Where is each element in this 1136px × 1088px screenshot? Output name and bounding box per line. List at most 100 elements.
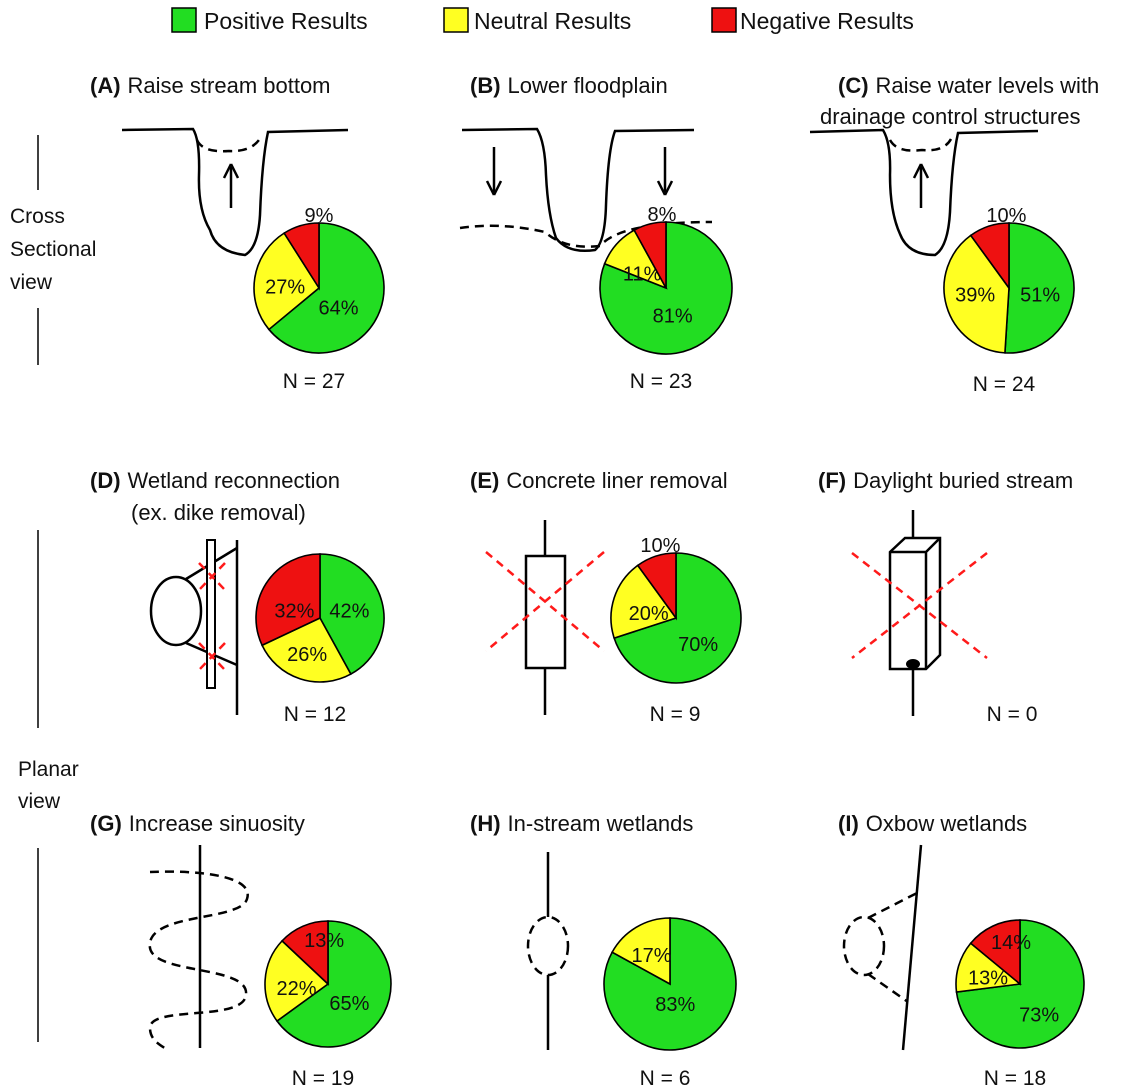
pie-slice-label: 26%	[287, 644, 327, 666]
pie-slice-negative-results	[280, 920, 329, 986]
removal-x-icon	[198, 642, 226, 671]
pie-chart-I: 73% 13% 14% N = 18	[955, 919, 1085, 1088]
pie-slice-label: 11%	[623, 264, 662, 286]
pie-chart-B: 81% 11% 8% N = 23	[599, 204, 733, 393]
wetland-ellipse	[149, 575, 203, 647]
legend: Positive Results Neutral Results Negativ…	[171, 7, 914, 34]
side-label-cross-sectional: Cross Sectional view	[10, 135, 96, 365]
stream-line	[901, 844, 923, 1051]
pie-slice-negative-results	[969, 919, 1021, 986]
side-label-cross-line1: Cross	[10, 205, 65, 228]
diagram-raise-stream-bottom	[121, 127, 349, 257]
legend-swatch-negative	[711, 7, 737, 33]
diagram-wetland-reconnection	[149, 539, 239, 715]
panel-title-H: (H) In-stream wetlands	[470, 811, 693, 836]
pie-chart-F: N = 0	[987, 703, 1038, 726]
diagram-daylight-buried-stream	[851, 510, 988, 716]
panel-letter: (B)	[470, 73, 501, 98]
channel-profile	[121, 127, 349, 257]
pie-slice-negative-results	[283, 222, 320, 291]
diagram-lower-floodplain	[459, 127, 713, 252]
panel-title-C-line2: drainage control structures	[820, 104, 1080, 129]
legend-label-positive: Positive Results	[204, 8, 368, 34]
pie-slice-negative-results	[633, 221, 667, 289]
raised-bed-line	[195, 139, 260, 153]
panel-letter: (H)	[470, 811, 501, 836]
culvert-box	[888, 536, 942, 671]
channel-profile	[809, 128, 1039, 257]
pie-slice-negative-results	[255, 553, 321, 647]
removal-x-icon	[485, 551, 605, 652]
side-label-planar-line2: view	[18, 790, 61, 813]
pie-slice-positive-results	[319, 553, 385, 676]
pie-slice-label: 10%	[986, 205, 1026, 227]
pie-slice-neutral-results	[610, 564, 678, 640]
panel-letter: (F)	[818, 468, 846, 493]
pie-slice-label: 83%	[655, 994, 695, 1016]
panel-title-I: (I) Oxbow wetlands	[838, 811, 1027, 836]
panel-title-D: (D) Wetland reconnection	[90, 468, 340, 493]
pie-slice-label: 39%	[955, 285, 995, 307]
sample-size-label: N = 24	[973, 373, 1036, 396]
pie-slice-neutral-results	[611, 917, 671, 986]
pie-slice-neutral-results	[261, 616, 352, 683]
panel-title-text: Wetland reconnection	[128, 468, 340, 493]
pie-slice-label: 20%	[629, 603, 669, 625]
pie-slice-label: 8%	[648, 204, 677, 226]
panel-title-text: Daylight buried stream	[853, 468, 1073, 493]
panel-letter: (D)	[90, 468, 121, 493]
pie-slice-positive-results	[613, 552, 742, 684]
sample-size-label: N = 23	[630, 370, 692, 393]
panel-title-text: Concrete liner removal	[506, 468, 727, 493]
pie-slice-label: 64%	[318, 298, 358, 320]
pie-chart-C: 51% 39% 10% N = 24	[943, 205, 1075, 396]
pie-chart-A: 64% 27% 9% N = 27	[253, 205, 385, 393]
panel-title-text: Lower floodplain	[508, 73, 668, 98]
panel-title-text: Oxbow wetlands	[866, 811, 1027, 836]
arrowhead-icon	[656, 180, 674, 196]
pie-slice-label: 81%	[653, 306, 693, 328]
panel-title-B: (B) Lower floodplain	[470, 73, 668, 98]
side-label-cross-line3: view	[10, 271, 53, 294]
removal-x-icon	[851, 552, 988, 659]
panel-letter: (A)	[90, 73, 121, 98]
pie-slice-label: 22%	[276, 978, 316, 1000]
pie-slice-neutral-results	[943, 234, 1010, 354]
pie-slice-label: 51%	[1020, 285, 1060, 307]
liner-rect	[524, 554, 567, 670]
panel-title-G: (G) Increase sinuosity	[90, 811, 305, 836]
sample-size-label: N = 9	[650, 703, 701, 726]
pie-slice-label: 13%	[304, 930, 344, 952]
panel-title-text: Raise water levels with	[876, 73, 1100, 98]
sample-size-label: N = 27	[283, 370, 345, 393]
panel-title-text: In-stream wetlands	[508, 811, 694, 836]
wetland-ellipse	[842, 915, 886, 977]
arrowhead-icon	[222, 163, 240, 179]
wetland-ellipse	[526, 915, 570, 977]
pie-chart-D: 42%26% 32% N = 12	[255, 553, 385, 726]
removal-x-icon	[198, 562, 226, 591]
arrowhead-icon	[912, 163, 930, 179]
panel-letter: (C)	[838, 73, 869, 98]
connector-line	[867, 972, 909, 1004]
panel-title-A: (A) Raise stream bottom	[90, 73, 331, 98]
dike-rect	[206, 539, 216, 689]
pie-slice-label: 27%	[265, 277, 305, 299]
pie-slice-neutral-results	[264, 939, 330, 1023]
panel-title-C: (C) Raise water levels with	[838, 73, 1099, 98]
diagram-concrete-liner-removal	[485, 520, 605, 715]
pie-slice-negative-results	[636, 552, 677, 621]
panel-letter: (I)	[838, 811, 859, 836]
arrowhead-icon	[485, 180, 503, 196]
diagram-in-stream-wetlands	[526, 852, 570, 1050]
pie-slice-label: 14%	[991, 932, 1031, 954]
panel-title-E: (E) Concrete liner removal	[470, 468, 728, 493]
connector-line	[867, 891, 918, 920]
pie-slice-negative-results	[969, 222, 1010, 291]
sample-size-label: N = 0	[987, 703, 1038, 726]
legend-label-neutral: Neutral Results	[474, 8, 631, 34]
diagram-oxbow-wetlands	[842, 844, 923, 1051]
pie-slice-positive-results	[1004, 222, 1075, 354]
pie-slice-label: 32%	[274, 600, 314, 622]
